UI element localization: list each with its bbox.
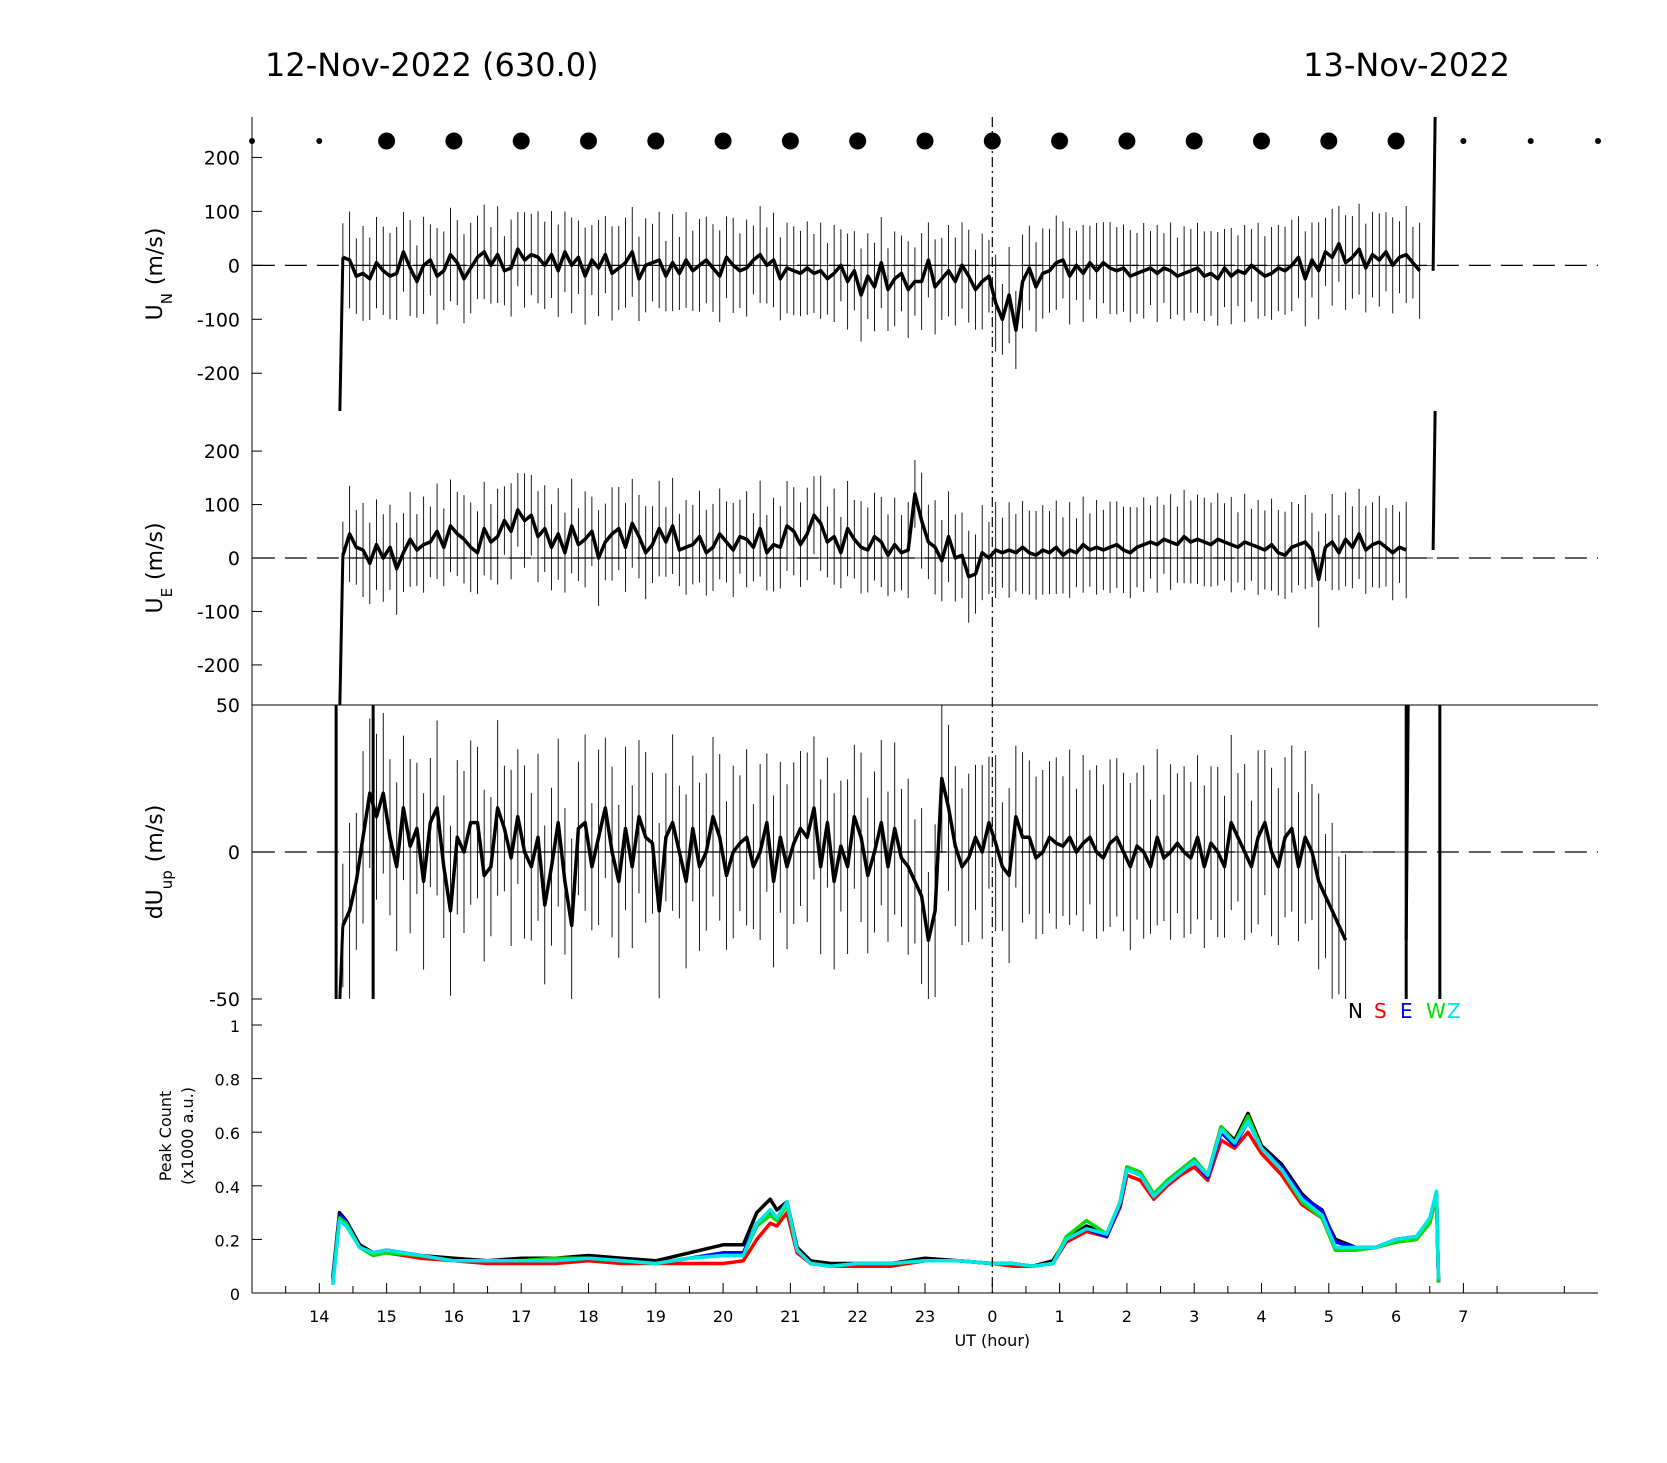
- y-tick-label: -200: [197, 655, 240, 677]
- series-line-e: [331, 1119, 1441, 1283]
- marker-large: [849, 132, 867, 150]
- y-tick-label: -50: [209, 989, 240, 1011]
- x-tick-label: 7: [1458, 1307, 1468, 1326]
- y-axis-label-line: (x1000 a.u.): [178, 1087, 197, 1185]
- marker-large: [378, 132, 396, 150]
- y-tick-label: -200: [197, 363, 240, 385]
- series-line: [341, 492, 1407, 582]
- marker-large: [916, 132, 934, 150]
- y-tick-label: 0.8: [215, 1071, 240, 1090]
- edge-drop: [338, 555, 345, 706]
- marker-large: [781, 132, 799, 150]
- x-tick-label: 22: [848, 1307, 868, 1326]
- y-axis-label-sub: up: [158, 870, 176, 889]
- y-tick-label: 50: [216, 695, 240, 717]
- y-tick-label: 0: [228, 548, 240, 570]
- y-tick-label: -100: [197, 309, 240, 331]
- y-axis-label-units: (m/s): [143, 228, 168, 285]
- x-tick-label: 6: [1391, 1307, 1401, 1326]
- y-tick-label: 0: [228, 255, 240, 277]
- y-axis-label-sub: E: [158, 588, 176, 597]
- legend-entry: N: [1348, 999, 1363, 1023]
- series-line-z: [331, 1119, 1441, 1286]
- marker-small: [1527, 138, 1534, 144]
- x-tick-label: 15: [376, 1307, 396, 1326]
- y-tick-label: 0: [228, 842, 240, 864]
- y-axis-label-line: Peak Count: [156, 1091, 175, 1182]
- y-tick-label: 0.4: [215, 1178, 240, 1197]
- marker-large: [445, 132, 463, 150]
- legend-entry: S: [1374, 999, 1387, 1023]
- y-tick-label: 200: [204, 147, 240, 169]
- legend-entry: E: [1400, 999, 1413, 1023]
- marker-large: [1051, 132, 1069, 150]
- marker-small: [1595, 138, 1601, 144]
- marker-large: [1185, 132, 1203, 150]
- x-axis: 14 15 16 17 18 19 20 21 22 23 0 1 2 3 4 5 6 7UT (hour): [252, 1283, 1598, 1350]
- x-tick-label: 16: [444, 1307, 464, 1326]
- x-tick-label: 17: [511, 1307, 531, 1326]
- marker-small: [316, 138, 323, 144]
- edge-drop: [1431, 116, 1437, 271]
- x-tick-label: 21: [780, 1307, 800, 1326]
- series-line: [342, 242, 1422, 332]
- edge-drop: [338, 257, 345, 412]
- marker-large: [1387, 132, 1405, 150]
- y-tick-label: 1: [230, 1017, 240, 1036]
- x-tick-label: 2: [1122, 1307, 1132, 1326]
- legend-entry: W: [1426, 999, 1446, 1023]
- y-axis-label-main: dU: [143, 889, 168, 919]
- marker-large: [1320, 132, 1338, 150]
- marker-large: [512, 132, 530, 150]
- x-tick-label: 5: [1324, 1307, 1334, 1326]
- x-tick-label: 0: [987, 1307, 997, 1326]
- x-tick-label: 20: [713, 1307, 733, 1326]
- x-tick-label: 18: [578, 1307, 598, 1326]
- series-line-w: [331, 1114, 1441, 1283]
- right-date-label: 13-Nov-2022: [1303, 46, 1510, 84]
- panel-u-e: 200 100 0 -100 -200 UE (m/s): [143, 410, 1598, 706]
- marker-large: [1253, 132, 1270, 150]
- x-tick-label: 1: [1055, 1307, 1065, 1326]
- x-tick-label: 4: [1256, 1307, 1266, 1326]
- marker-large: [647, 132, 665, 150]
- edge-drop: [338, 925, 345, 1000]
- y-tick-label: 0.6: [215, 1124, 240, 1143]
- y-tick-label: 100: [204, 201, 240, 223]
- panel-peak-count: 1 0.8 0.6 0.4 0.2 0 Peak Count (x1000 a.u.) N S E W…: [156, 999, 1461, 1304]
- marker-small: [1460, 138, 1467, 144]
- y-axis-label: UE (m/s): [143, 522, 176, 613]
- y-tick-label: 200: [204, 441, 240, 463]
- marker-large: [714, 132, 732, 150]
- x-tick-label: 14: [309, 1307, 329, 1326]
- marker-large: [1118, 132, 1136, 150]
- x-tick-label: 23: [915, 1307, 935, 1326]
- y-tick-label: 0.2: [215, 1231, 240, 1250]
- x-tick-label: 19: [646, 1307, 666, 1326]
- marker-large: [580, 132, 597, 150]
- series-line: [341, 776, 1348, 942]
- series-line-n: [331, 1111, 1441, 1283]
- y-axis-label-sub: N: [158, 293, 176, 304]
- y-axis-label-units: (m/s): [143, 522, 168, 579]
- y-tick-label: -100: [197, 601, 240, 623]
- legend-entry: Z: [1447, 999, 1461, 1023]
- y-axis-label: UN (m/s): [143, 228, 176, 321]
- panels: 2001000-100-200UN(m/s)2001000-100-200UE(…: [143, 116, 1598, 1304]
- y-axis-label: dUup (m/s): [143, 805, 176, 920]
- x-axis-label: UT (hour): [954, 1331, 1030, 1350]
- panel-u-n: 200 100 0 -100 -200 UN (m/s): [143, 116, 1598, 412]
- y-tick-label: 0: [230, 1285, 240, 1304]
- left-date-label: 12-Nov-2022 (630.0): [265, 46, 599, 84]
- session-markers: [249, 132, 1601, 150]
- panel-du-up: 50 0 -50 dUup (m/s): [143, 695, 1598, 1011]
- y-axis-label-main: U: [143, 597, 168, 613]
- y-tick-label: 100: [204, 495, 240, 517]
- x-tick-label: 3: [1189, 1307, 1199, 1326]
- y-axis-label-main: U: [143, 304, 168, 320]
- edge-drop: [1431, 410, 1437, 551]
- y-axis-label-units: (m/s): [143, 805, 168, 862]
